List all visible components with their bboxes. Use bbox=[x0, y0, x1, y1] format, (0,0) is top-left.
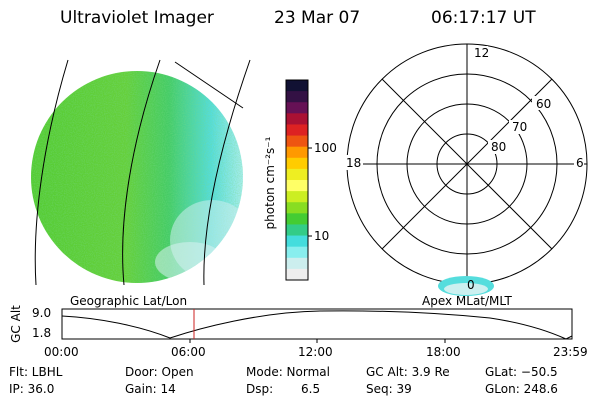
colorbar-swatch bbox=[286, 168, 308, 181]
glon-readout: GLon: 248.6 bbox=[485, 382, 558, 396]
time-label: 06:17:17 UT bbox=[431, 8, 536, 28]
polar-label-6: 6 bbox=[576, 156, 584, 170]
apex-title: Apex MLat/MLT bbox=[422, 294, 512, 308]
polar-mlt-grid bbox=[346, 43, 588, 285]
colorbar-tick-100: 100 bbox=[314, 141, 337, 155]
colorbar-swatch bbox=[286, 224, 308, 237]
instrument-title: Ultraviolet Imager bbox=[60, 8, 214, 28]
earth-disk-image bbox=[31, 59, 251, 286]
dsp-value: 6.5 bbox=[301, 382, 321, 396]
altitude-strip-plot bbox=[61, 308, 573, 343]
colorbar-swatch bbox=[286, 146, 308, 159]
geographic-title: Geographic Lat/Lon bbox=[70, 294, 188, 308]
time-tick-1800: 18:00 bbox=[426, 345, 461, 359]
polar-label-60: 60 bbox=[536, 97, 552, 111]
colorbar-tick-10: 10 bbox=[314, 229, 330, 243]
colorbar-swatch bbox=[286, 191, 308, 203]
filter-readout: Flt: LBHL bbox=[9, 365, 63, 379]
polar-label-0: 0 bbox=[467, 278, 475, 292]
colorbar-swatch bbox=[286, 80, 308, 92]
alt-tick-9: 9.0 bbox=[32, 306, 52, 320]
colorbar-swatch bbox=[286, 157, 308, 170]
polar-label-12: 12 bbox=[474, 46, 490, 60]
colorbar-swatch bbox=[286, 268, 308, 281]
colorbar-swatch bbox=[286, 135, 308, 148]
colorbar-swatch bbox=[286, 102, 308, 114]
colorbar-swatch bbox=[286, 91, 308, 103]
polar-aurora-patch bbox=[438, 276, 494, 296]
colorbar-swatch bbox=[286, 246, 308, 259]
colorbar-swatch bbox=[286, 180, 308, 192]
time-tick-2359: 23:59 bbox=[553, 345, 588, 359]
time-tick-0600: 06:00 bbox=[171, 345, 206, 359]
door-readout: Door: Open bbox=[125, 365, 194, 379]
dsp-label: Dsp: bbox=[246, 382, 274, 396]
colorbar-swatch bbox=[286, 235, 308, 248]
gain-readout: Gain: 14 bbox=[125, 382, 176, 396]
ip-readout: IP: 36.0 bbox=[9, 382, 55, 396]
glat-readout: GLat: −50.5 bbox=[485, 365, 558, 379]
polar-label-70: 70 bbox=[512, 120, 528, 134]
time-tick-1200: 12:00 bbox=[298, 345, 333, 359]
polar-label-18: 18 bbox=[346, 156, 362, 170]
polar-label-80: 80 bbox=[491, 140, 507, 154]
seq-readout: Seq: 39 bbox=[366, 382, 412, 396]
colorbar-swatch bbox=[286, 257, 308, 270]
color-scale-bar bbox=[285, 79, 312, 281]
colorbar-unit-label: photon cm⁻²s⁻¹ bbox=[263, 136, 277, 230]
mode-readout: Mode: Normal bbox=[246, 365, 330, 379]
alt-tick-1.8: 1.8 bbox=[32, 326, 52, 340]
colorbar-swatch bbox=[286, 213, 308, 226]
time-tick-0000: 00:00 bbox=[44, 345, 79, 359]
colorbar-swatch bbox=[286, 202, 308, 214]
date-label: 23 Mar 07 bbox=[274, 8, 361, 28]
colorbar-swatch bbox=[286, 113, 308, 126]
colorbar-swatch bbox=[286, 124, 308, 137]
gc-alt-readout: GC Alt: 3.9 Re bbox=[366, 365, 450, 379]
gc-alt-axis-label: GC Alt bbox=[9, 305, 23, 343]
